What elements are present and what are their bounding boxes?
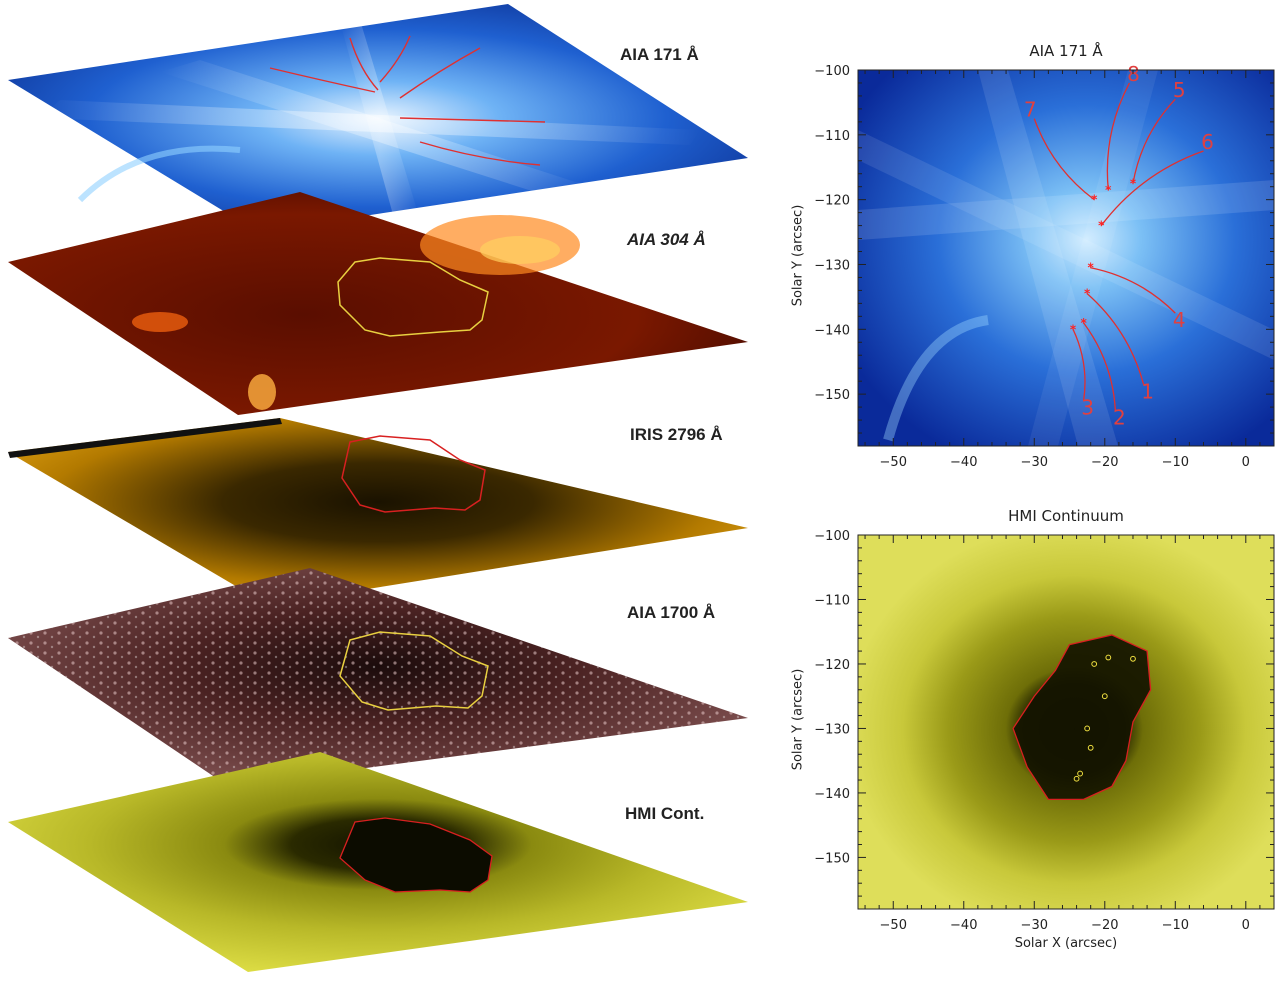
y-tick-label: −100 (814, 64, 850, 79)
footpoint-circle (1077, 770, 1084, 777)
panel-aia171: *1*2*3*4*5*6*7*8 −50−40−30−20−100−100−11… (814, 62, 1275, 470)
loop-label: 1 (1141, 379, 1154, 403)
footpoint-marker: * (1098, 219, 1105, 233)
footpoint-circle (1073, 775, 1080, 782)
layer-aia171 (8, 4, 748, 232)
panel-image-texture-aia171 (858, 70, 1274, 446)
x-tick-label: −10 (1162, 918, 1189, 933)
footpoint-circle (1091, 661, 1098, 667)
footpoint-circle (1105, 654, 1112, 661)
loop-line (1132, 98, 1176, 184)
x-tick-label: −30 (1021, 918, 1048, 933)
layer-label-aia171: AIA 171 Å (620, 45, 699, 64)
y-tick-label: −150 (814, 851, 850, 866)
loop-line (1072, 329, 1086, 401)
footpoint-circle (1084, 725, 1091, 732)
layer-iris2796 (8, 418, 748, 605)
panel-title-hmi: HMI Continuum (1008, 507, 1124, 525)
footpoint-marker: * (1130, 176, 1137, 190)
loop-label: 3 (1081, 396, 1094, 420)
panel-title-aia171: AIA 171 Å (1029, 42, 1103, 60)
layer-label-aia1700: AIA 1700 Å (627, 603, 716, 622)
panel-ylabel-hmi: Solar Y (arcsec) (790, 668, 806, 771)
y-tick-label: −120 (814, 658, 850, 673)
footpoint-circle (1087, 744, 1094, 751)
y-tick-label: −140 (814, 787, 850, 802)
y-tick-label: −140 (814, 323, 850, 338)
x-tick-label: −10 (1162, 455, 1189, 470)
loop-line (1086, 293, 1145, 385)
loop-label: 6 (1201, 130, 1214, 154)
x-tick-label: 0 (1242, 455, 1250, 470)
x-tick-label: −20 (1091, 918, 1118, 933)
footpoint-circle (1101, 693, 1108, 700)
footpoint-marker: * (1105, 183, 1112, 197)
y-tick-label: −150 (814, 388, 850, 403)
plot-frame (857, 69, 1275, 447)
layer-aia304 (8, 192, 748, 415)
footpoint-circle (1130, 655, 1136, 662)
x-tick-label: −20 (1091, 455, 1118, 470)
panel-ylabel-aia171: Solar Y (arcsec) (790, 204, 806, 307)
layer-label-hmi: HMI Cont. (625, 804, 705, 823)
y-tick-label: −120 (814, 194, 850, 209)
footpoint-marker: * (1091, 193, 1098, 207)
layer-label-iris2796: IRIS 2796 Å (630, 425, 723, 444)
x-tick-label: 0 (1242, 918, 1250, 933)
layer-aia1700 (8, 568, 748, 786)
loop-line (1100, 150, 1204, 226)
x-tick-label: −50 (880, 918, 907, 933)
panel-xlabel-hmi: Solar X (arcsec) (1014, 936, 1118, 951)
x-tick-label: −40 (950, 455, 977, 470)
footpoint-marker: * (1084, 287, 1091, 301)
footpoint-marker: * (1070, 322, 1077, 336)
y-tick-label: −130 (814, 258, 850, 273)
footpoint-marker: * (1088, 261, 1095, 275)
umbra-contour (1012, 634, 1152, 801)
y-tick-label: −110 (814, 593, 850, 608)
panel-hmi: −50 −40 −30 −20 −10 0−100−110−120−130−140−150 (814, 529, 1275, 933)
loop-line (1033, 118, 1095, 201)
loop-label: 7 (1024, 98, 1037, 122)
loop-label: 4 (1173, 308, 1186, 332)
loop-label: 5 (1173, 78, 1186, 102)
y-tick-label: −100 (814, 529, 850, 544)
layer-stack (8, 4, 748, 972)
layer-label-aia304: AIA 304 Å (627, 230, 706, 249)
layer-hmi (8, 752, 748, 972)
loop-line (1090, 267, 1176, 314)
loop-line (1106, 82, 1131, 190)
x-tick-label: −50 (880, 455, 907, 470)
umbra-fill (1013, 634, 1151, 800)
y-tick-label: −130 (814, 722, 850, 737)
loop-line (1083, 322, 1117, 411)
x-tick-label: −40 (950, 918, 977, 933)
x-tick-label: −30 (1021, 455, 1048, 470)
loop-label: 2 (1113, 405, 1126, 429)
footpoint-marker: * (1080, 316, 1087, 330)
panel-image-aia171 (858, 70, 1274, 446)
y-tick-label: −110 (814, 129, 850, 144)
plot-frame (857, 534, 1275, 910)
